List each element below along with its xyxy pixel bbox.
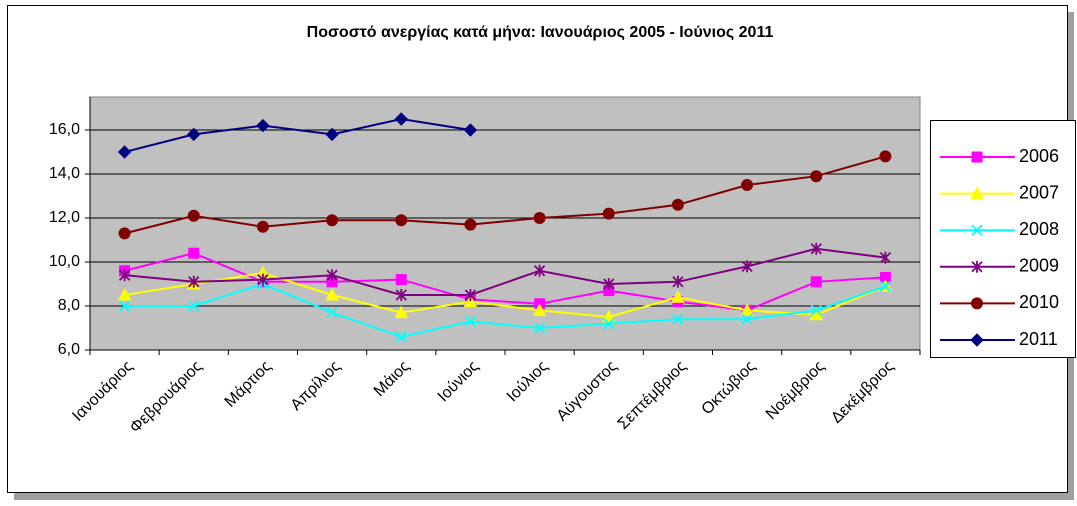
marker: [741, 179, 754, 191]
marker: [117, 287, 132, 301]
series-line: [124, 247, 886, 296]
marker: [187, 127, 201, 142]
legend-label: 2006: [1019, 146, 1059, 166]
marker: [602, 207, 615, 220]
marker: [671, 198, 684, 211]
series-line: [124, 117, 471, 153]
marker: [741, 260, 753, 273]
marker: [395, 289, 407, 301]
marker: [810, 276, 822, 288]
marker: [533, 322, 546, 334]
y-tick-label: 8,0: [58, 297, 80, 314]
marker: [879, 150, 892, 163]
marker: [810, 304, 822, 317]
chart-title: Ποσοστό ανεργίας κατά μήνα: Ιανουάριος 2…: [307, 24, 774, 41]
marker: [257, 273, 269, 286]
marker: [740, 303, 754, 316]
y-tick-label: 16,0: [49, 121, 80, 138]
marker: [810, 242, 822, 255]
marker: [672, 275, 684, 288]
marker: [325, 127, 339, 142]
series-line: [124, 271, 886, 319]
marker: [971, 297, 983, 310]
marker: [463, 294, 478, 308]
legend: [930, 120, 1076, 358]
y-tick-label: 6,0: [58, 341, 80, 358]
series-line: [124, 155, 886, 235]
plot-area: [89, 96, 921, 351]
marker: [672, 313, 684, 325]
marker: [879, 251, 892, 264]
marker: [395, 274, 407, 286]
marker: [326, 306, 338, 319]
marker: [741, 313, 753, 325]
marker: [601, 309, 616, 323]
series-line: [124, 282, 886, 338]
marker: [464, 315, 477, 328]
marker: [533, 264, 546, 277]
marker: [188, 275, 200, 288]
marker: [970, 333, 984, 347]
marker: [395, 331, 407, 343]
y-tick-label: 10,0: [49, 253, 80, 270]
legend-label: 2007: [1019, 182, 1059, 202]
marker: [879, 280, 892, 292]
marker: [256, 220, 269, 233]
marker: [187, 209, 200, 222]
marker: [463, 123, 478, 137]
series-line: [124, 252, 886, 312]
marker: [971, 224, 983, 236]
marker: [970, 186, 984, 200]
marker: [394, 305, 409, 319]
marker: [464, 218, 477, 231]
legend-label: 2009: [1019, 256, 1059, 276]
marker: [188, 247, 200, 259]
marker: [325, 287, 339, 301]
marker: [603, 278, 615, 290]
marker: [395, 214, 408, 227]
legend-label: 2008: [1019, 219, 1059, 239]
marker: [118, 300, 131, 312]
marker: [394, 112, 408, 126]
marker: [117, 145, 132, 159]
marker: [603, 317, 615, 330]
marker: [971, 260, 983, 273]
marker: [464, 289, 477, 301]
marker: [188, 300, 200, 312]
marker: [326, 269, 338, 282]
marker: [532, 303, 547, 316]
marker: [533, 212, 546, 224]
marker: [671, 290, 685, 303]
marker: [326, 214, 339, 227]
marker: [810, 170, 823, 183]
legend-label: 2011: [1019, 329, 1058, 349]
marker: [118, 227, 131, 240]
marker: [971, 151, 983, 163]
y-tick-label: 14,0: [49, 165, 80, 182]
y-tick-label: 12,0: [49, 209, 80, 226]
legend-label: 2010: [1019, 292, 1059, 312]
marker: [256, 118, 270, 133]
marker: [118, 269, 131, 282]
